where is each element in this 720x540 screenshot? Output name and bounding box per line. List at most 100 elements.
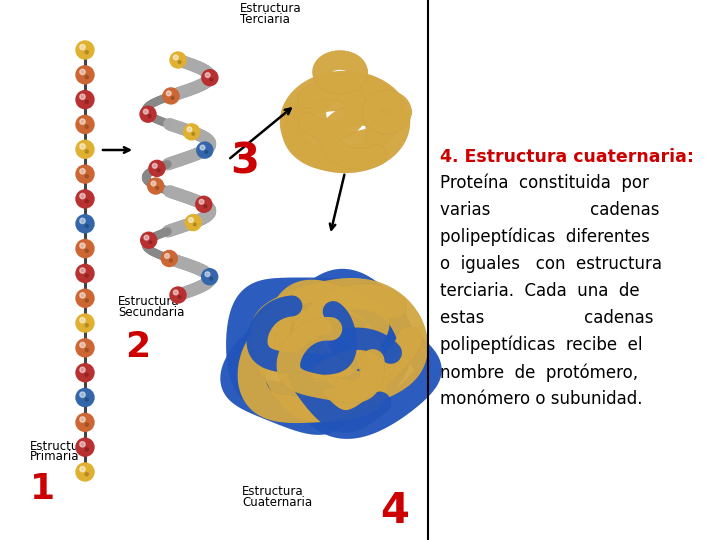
Circle shape	[76, 240, 94, 258]
Circle shape	[80, 243, 85, 248]
Circle shape	[85, 100, 89, 104]
Circle shape	[202, 269, 217, 285]
Circle shape	[85, 472, 89, 476]
Circle shape	[153, 164, 157, 168]
Circle shape	[85, 448, 89, 451]
Text: Estructura: Estructura	[30, 440, 91, 453]
Circle shape	[76, 41, 94, 59]
Circle shape	[80, 392, 85, 397]
Circle shape	[85, 200, 89, 203]
Circle shape	[174, 55, 178, 60]
Circle shape	[80, 94, 85, 99]
Circle shape	[200, 145, 205, 150]
Circle shape	[85, 274, 89, 277]
Circle shape	[76, 215, 94, 233]
Circle shape	[80, 44, 85, 50]
Circle shape	[85, 398, 89, 401]
Circle shape	[148, 114, 151, 118]
Circle shape	[210, 278, 212, 280]
Circle shape	[85, 323, 89, 327]
Circle shape	[189, 218, 194, 222]
Circle shape	[80, 69, 85, 75]
Circle shape	[76, 140, 94, 158]
Circle shape	[85, 150, 89, 153]
Circle shape	[85, 175, 89, 178]
Circle shape	[80, 342, 85, 348]
Text: polipeptídicas  diferentes: polipeptídicas diferentes	[440, 228, 650, 246]
Circle shape	[171, 97, 174, 99]
Circle shape	[80, 367, 85, 373]
Circle shape	[85, 225, 89, 228]
Circle shape	[174, 290, 178, 295]
Circle shape	[192, 132, 194, 136]
Text: Proteína  constituida  por: Proteína constituida por	[440, 174, 649, 192]
Circle shape	[76, 289, 94, 307]
Circle shape	[80, 119, 85, 124]
Circle shape	[76, 438, 94, 456]
Circle shape	[80, 268, 85, 273]
Text: terciaria.  Cada  una  de: terciaria. Cada una de	[440, 282, 639, 300]
Circle shape	[205, 272, 210, 276]
Text: Estructura: Estructura	[242, 485, 304, 498]
Circle shape	[205, 73, 210, 78]
Circle shape	[76, 339, 94, 357]
Circle shape	[76, 91, 94, 109]
Circle shape	[161, 251, 177, 266]
Circle shape	[80, 318, 85, 323]
Circle shape	[140, 106, 156, 122]
Circle shape	[85, 348, 89, 352]
Circle shape	[76, 364, 94, 382]
Text: 2: 2	[125, 330, 150, 364]
Circle shape	[185, 214, 201, 231]
Circle shape	[76, 413, 94, 431]
Circle shape	[76, 116, 94, 133]
Circle shape	[85, 51, 89, 54]
Circle shape	[165, 253, 169, 258]
Circle shape	[76, 388, 94, 407]
Circle shape	[85, 423, 89, 426]
Circle shape	[197, 142, 213, 158]
Circle shape	[85, 125, 89, 129]
Circle shape	[76, 66, 94, 84]
Circle shape	[156, 187, 158, 190]
Circle shape	[187, 127, 192, 132]
Circle shape	[80, 168, 85, 174]
Circle shape	[205, 151, 208, 153]
Text: 1: 1	[30, 472, 55, 506]
Circle shape	[80, 417, 85, 422]
Circle shape	[76, 165, 94, 183]
Circle shape	[148, 178, 163, 194]
Circle shape	[143, 109, 148, 114]
Circle shape	[170, 287, 186, 303]
Circle shape	[76, 314, 94, 332]
Circle shape	[144, 235, 149, 240]
Circle shape	[194, 223, 197, 226]
Bar	[0, 0, 428, 540]
Text: Terciaria: Terciaria	[240, 13, 290, 26]
Text: monómero o subunidad.: monómero o subunidad.	[440, 390, 642, 408]
Circle shape	[169, 259, 172, 262]
Circle shape	[157, 169, 160, 172]
Circle shape	[184, 124, 199, 140]
Circle shape	[149, 160, 165, 177]
Circle shape	[80, 293, 85, 298]
Circle shape	[80, 218, 85, 224]
Circle shape	[140, 232, 157, 248]
Circle shape	[85, 373, 89, 376]
Circle shape	[80, 467, 85, 472]
Text: Secundaria: Secundaria	[118, 306, 184, 319]
Text: Estructura: Estructura	[118, 295, 179, 308]
Circle shape	[196, 197, 212, 212]
Circle shape	[166, 91, 171, 96]
Circle shape	[170, 52, 186, 68]
Text: nombre  de  protómero,: nombre de protómero,	[440, 363, 638, 381]
Circle shape	[204, 205, 207, 208]
Circle shape	[80, 144, 85, 149]
Text: 3: 3	[230, 140, 259, 182]
Text: 4. Estructura cuaternaria:: 4. Estructura cuaternaria:	[440, 148, 694, 166]
Text: estas                   cadenas: estas cadenas	[440, 309, 654, 327]
Circle shape	[163, 88, 179, 104]
Circle shape	[85, 249, 89, 253]
Text: 4: 4	[380, 490, 409, 532]
Text: Cuaternaria: Cuaternaria	[242, 496, 312, 509]
